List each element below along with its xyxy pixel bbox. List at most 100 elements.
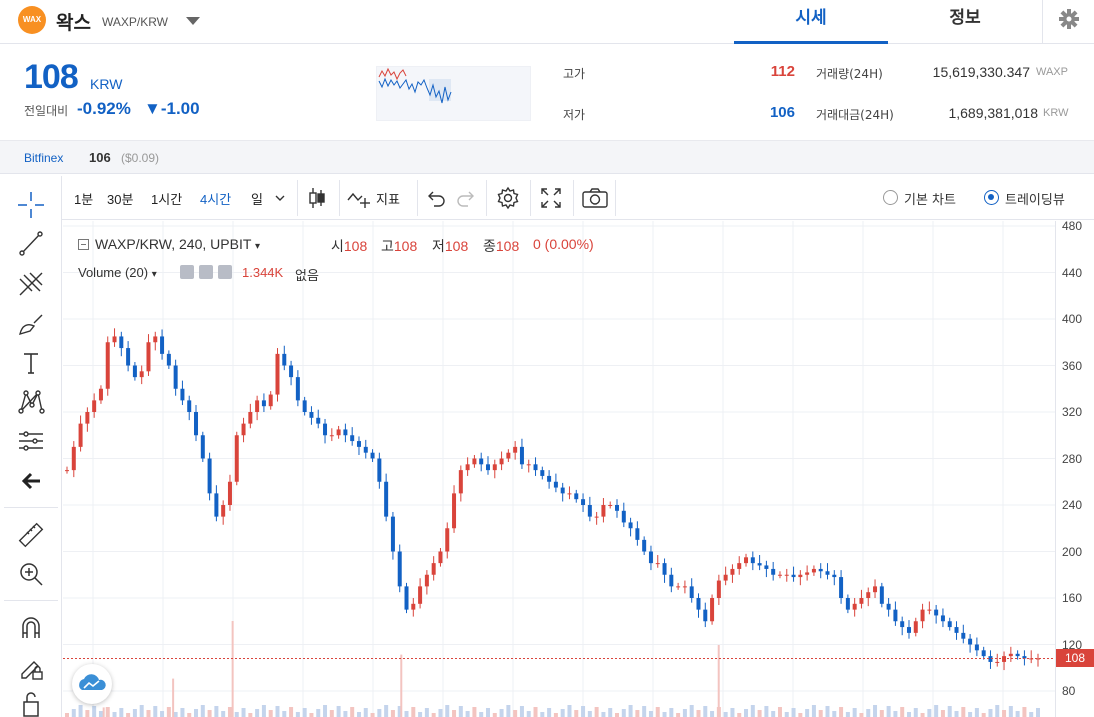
volume-bar [126,713,131,717]
toolbar-divider [417,180,418,216]
volume-bar [886,706,891,717]
candle-body [764,565,769,569]
candle-body [316,417,321,424]
volume-bar [377,709,382,717]
tab-market[interactable]: 시세 [734,0,888,44]
collapse-icon[interactable] [78,239,89,250]
candle-body [506,452,511,459]
volume-bar [628,705,633,717]
volume-bar [832,711,837,717]
price-chart[interactable] [63,221,1055,717]
ruler-icon[interactable] [16,520,46,550]
close-icon[interactable] [218,265,232,279]
arrow-left-icon[interactable] [16,466,46,496]
change-absolute: ▼-1.00 [144,99,200,118]
candle-body [845,598,850,610]
magnet-icon[interactable] [16,613,46,643]
candle-body [533,464,538,471]
coin-pair[interactable]: WAXP/KRW [102,15,169,29]
candle-body [852,603,857,610]
toolbar-divider [4,600,58,601]
fullscreen-icon[interactable] [539,186,563,210]
volume-bar [859,713,864,717]
chart-symbol[interactable]: WAXP/KRW, 240, UPBIT [95,236,252,252]
trend-line-icon[interactable] [16,228,46,258]
low-value: 106 [769,104,795,121]
volume-bar [771,711,776,717]
candle-body [112,336,117,343]
measure-icon[interactable] [16,426,46,456]
redo-icon[interactable] [454,186,478,210]
interval-day[interactable]: 일 [251,192,263,207]
volume-bar [913,708,918,717]
candle-body [798,574,803,578]
basic-chart-radio[interactable] [883,190,898,205]
volume-bar [818,710,823,717]
tab-info[interactable]: 정보 [949,8,981,28]
price-axis[interactable] [1055,221,1094,717]
volume-bar [845,712,850,717]
camera-icon[interactable] [581,186,609,210]
amount-24h-label: 거래대금(24H) [816,108,894,122]
candle-body [968,638,973,645]
crosshair-icon[interactable] [16,190,46,220]
interval-1h[interactable]: 1시간 [151,192,183,207]
volume-bar [655,707,660,717]
candlestick-icon[interactable] [305,186,329,210]
fib-tool-icon[interactable] [16,269,46,299]
change-label: 전일대비 [24,104,69,118]
candle-body [642,539,647,552]
volume-bar [452,710,457,717]
volume-bar [1029,712,1034,717]
volume-bar [696,710,701,717]
indicator-button[interactable]: 지표 [376,192,400,207]
volume-bar [336,706,341,717]
volume-bar [805,709,810,717]
volume-bar [934,705,939,717]
volume-bar [540,712,545,717]
pattern-icon[interactable] [16,387,46,417]
interval-4h[interactable]: 4시간 [200,192,232,207]
gear-icon[interactable] [496,186,520,210]
brush-icon[interactable] [16,309,46,339]
chevron-down-icon[interactable] [272,188,288,208]
coin-name[interactable]: 왁스 [56,12,91,34]
candle-body [805,572,810,575]
settings-button[interactable] [1042,0,1094,44]
candle-body [289,365,294,378]
tradingview-radio[interactable] [984,190,999,205]
volume-legend[interactable]: Volume (20) ▾ [78,265,157,280]
y-axis-label: 120 [1062,637,1083,652]
candle-body [105,342,110,389]
candle-body [404,586,409,610]
cloud-button[interactable] [72,664,112,704]
candlestick-chart[interactable] [63,221,1055,717]
settings-icon[interactable] [199,265,213,279]
undo-icon[interactable] [424,186,448,210]
basic-chart-label[interactable]: 기본 차트 [904,193,956,208]
volume-bar [533,707,538,717]
chevron-down-icon[interactable]: ▾ [255,241,261,252]
chevron-down-icon[interactable] [186,17,200,25]
volume-bar [71,709,76,717]
volume-bar [234,712,239,717]
candle-body [166,353,171,366]
candle-body [194,412,199,436]
text-tool-icon[interactable] [16,348,46,378]
volume-bar [411,707,416,717]
volume-bar [445,705,450,717]
volume-bar [995,705,1000,717]
eye-icon[interactable] [180,265,194,279]
volume-bar [221,711,226,717]
volume-bar [567,705,572,717]
tradingview-label[interactable]: 트레이딩뷰 [1005,193,1065,208]
interval-30m[interactable]: 30분 [107,192,134,207]
zoom-in-icon[interactable] [16,559,46,589]
volume-bar [791,708,796,717]
indicator-icon[interactable] [346,186,374,210]
candle-body [329,435,334,437]
exchange-usd: ($0.09) [121,151,160,165]
lock-icon[interactable] [16,688,46,717]
lock-pencil-icon[interactable] [16,652,46,682]
interval-1m[interactable]: 1분 [74,192,94,207]
